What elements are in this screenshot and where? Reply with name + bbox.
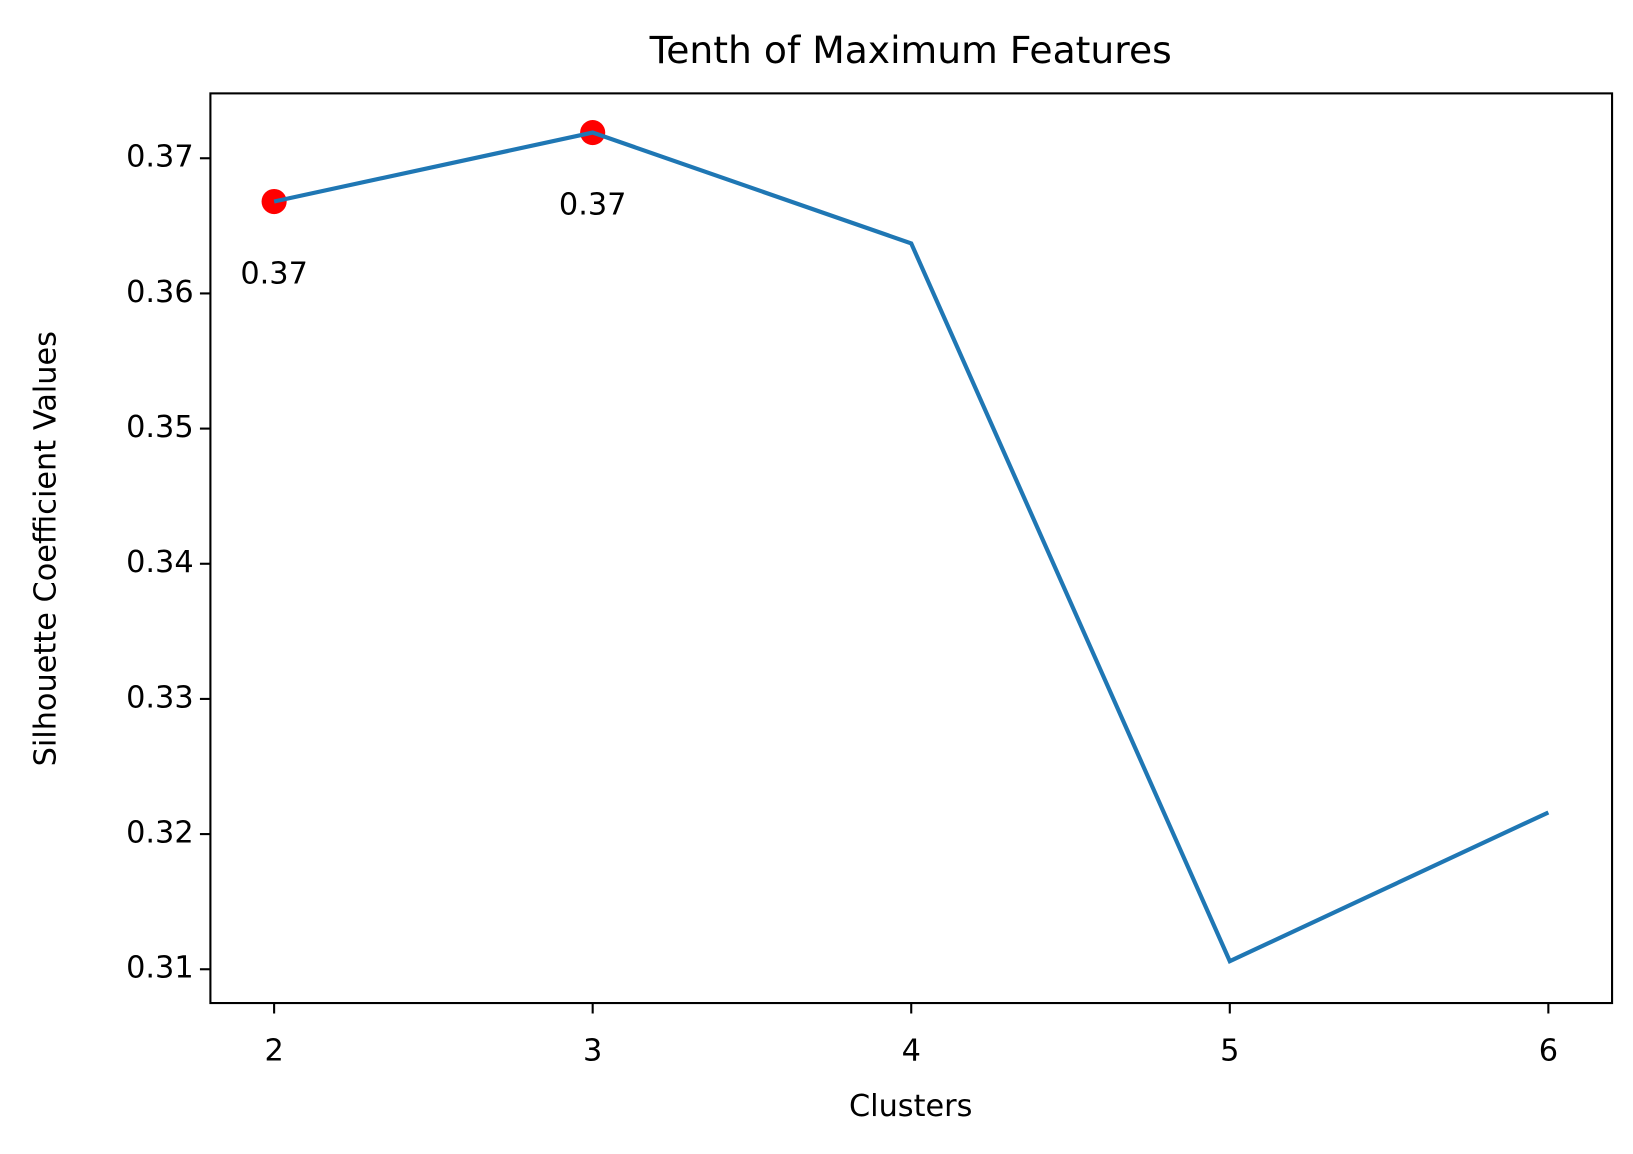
point-label: 0.37: [240, 256, 308, 291]
y-axis-label: Silhouette Coefficient Values: [29, 331, 64, 766]
y-tick-label: 0.32: [126, 816, 194, 851]
y-tick-label: 0.37: [126, 140, 194, 175]
x-tick-label: 2: [264, 1034, 283, 1069]
y-tick-label: 0.31: [126, 951, 194, 986]
chart-title: Tenth of Maximum Features: [649, 28, 1172, 72]
line: [273, 130, 1550, 964]
y-tick-label: 0.36: [126, 275, 194, 310]
y-tick-label: 0.35: [126, 410, 194, 445]
x-tick-label: 4: [902, 1034, 921, 1069]
x-axis-label: Clusters: [849, 1089, 973, 1124]
y-tick-label: 0.34: [126, 545, 194, 580]
y-tick-label: 0.33: [126, 680, 194, 715]
x-tick-label: 5: [1220, 1034, 1239, 1069]
x-tick-label: 6: [1539, 1034, 1558, 1069]
x-tick-label: 3: [583, 1034, 602, 1069]
plot-frame: [209, 92, 1614, 1005]
point-label: 0.37: [559, 187, 627, 222]
